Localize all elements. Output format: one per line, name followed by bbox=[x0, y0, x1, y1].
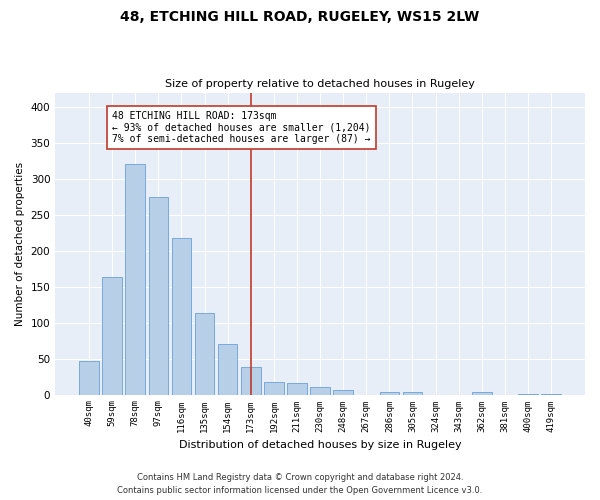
Bar bbox=[334, 390, 353, 394]
Text: Contains HM Land Registry data © Crown copyright and database right 2024.
Contai: Contains HM Land Registry data © Crown c… bbox=[118, 474, 482, 495]
Bar bbox=[287, 383, 307, 394]
Bar bbox=[149, 197, 168, 394]
Bar bbox=[241, 367, 260, 394]
Bar bbox=[403, 392, 422, 394]
X-axis label: Distribution of detached houses by size in Rugeley: Distribution of detached houses by size … bbox=[179, 440, 461, 450]
Y-axis label: Number of detached properties: Number of detached properties bbox=[15, 162, 25, 326]
Bar bbox=[310, 388, 330, 394]
Bar bbox=[472, 392, 491, 394]
Bar bbox=[172, 238, 191, 394]
Text: 48, ETCHING HILL ROAD, RUGELEY, WS15 2LW: 48, ETCHING HILL ROAD, RUGELEY, WS15 2LW bbox=[121, 10, 479, 24]
Title: Size of property relative to detached houses in Rugeley: Size of property relative to detached ho… bbox=[165, 79, 475, 89]
Bar bbox=[264, 382, 284, 394]
Bar bbox=[380, 392, 399, 394]
Bar bbox=[125, 164, 145, 394]
Bar bbox=[103, 278, 122, 394]
Bar bbox=[79, 361, 99, 394]
Text: 48 ETCHING HILL ROAD: 173sqm
← 93% of detached houses are smaller (1,204)
7% of : 48 ETCHING HILL ROAD: 173sqm ← 93% of de… bbox=[112, 110, 371, 144]
Bar bbox=[218, 344, 238, 395]
Bar bbox=[195, 314, 214, 394]
